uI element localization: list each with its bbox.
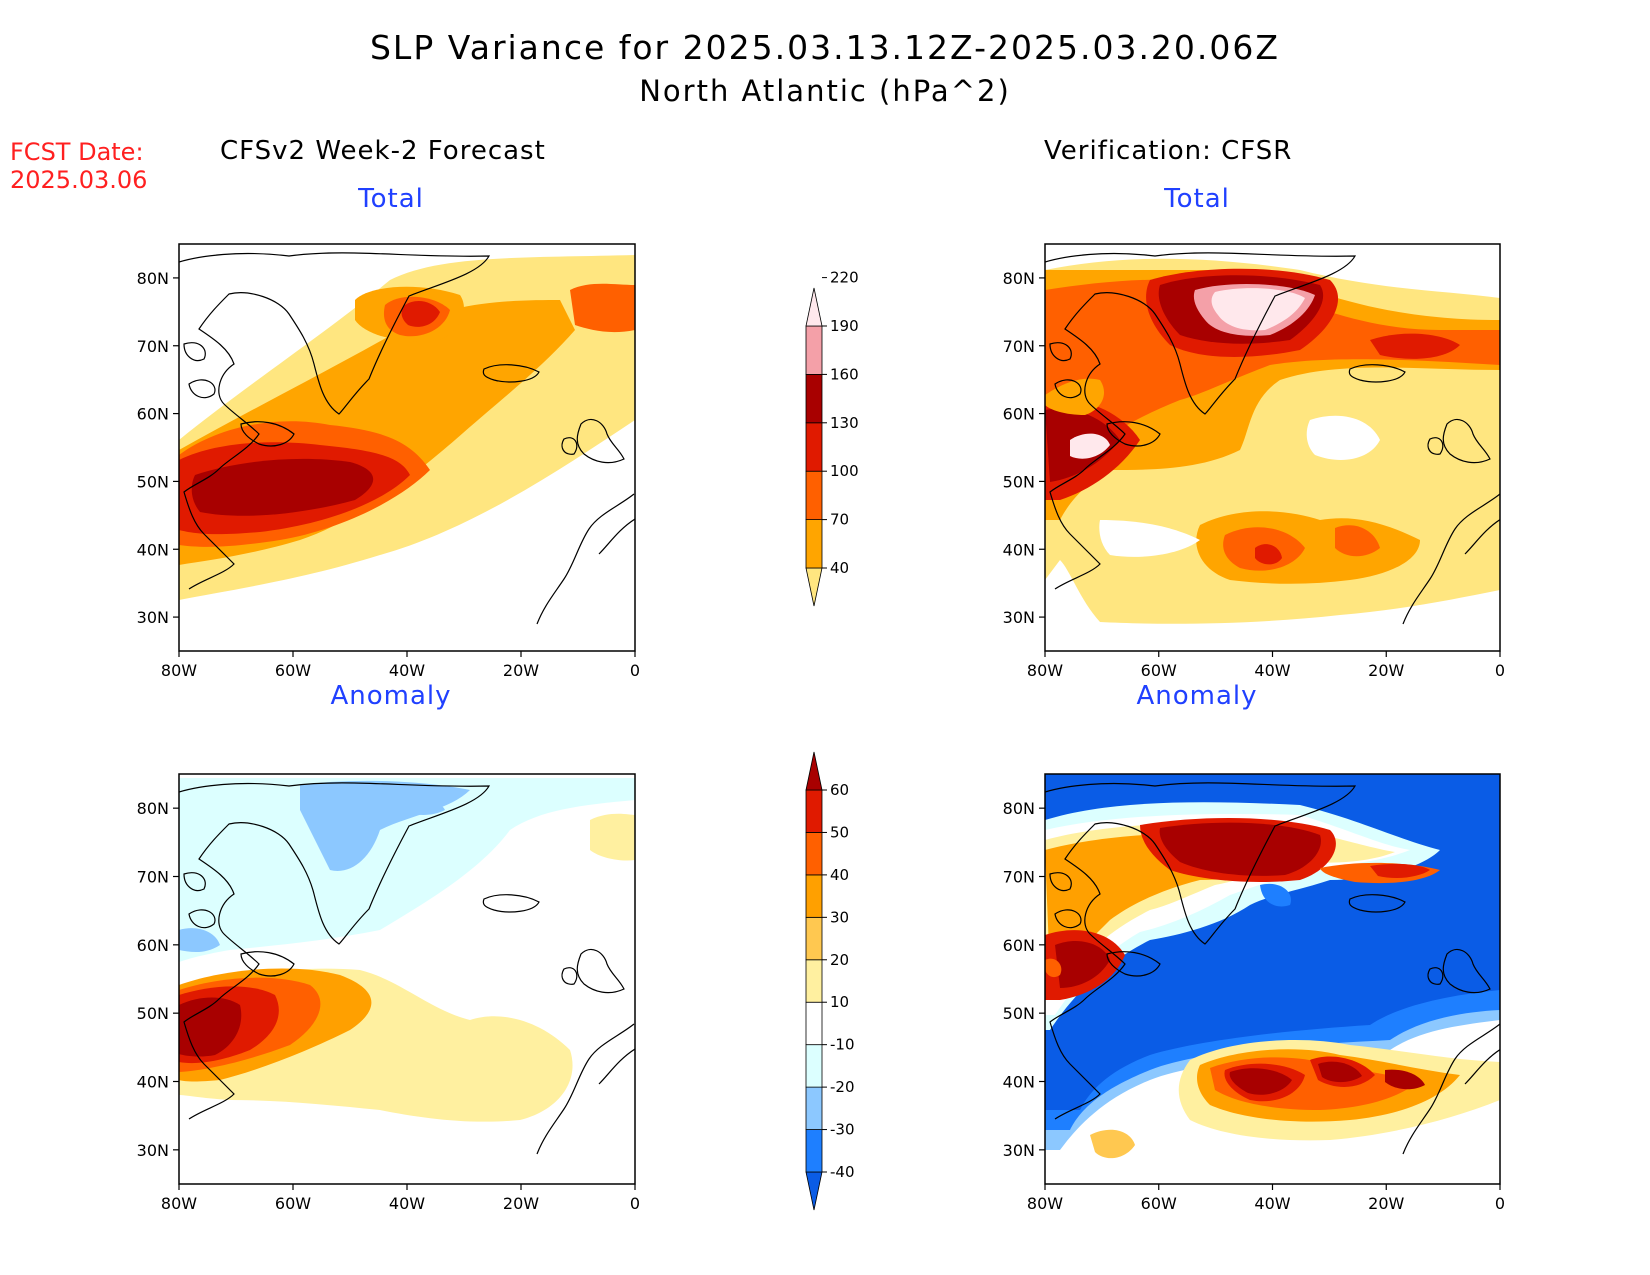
lon-tick-label: 0 (630, 1194, 640, 1213)
panel-title-forecast-anomaly: Anomaly (330, 681, 452, 711)
colorbar-anomaly: -40 -30 -20 -10 10 20 30 40 50 60 (805, 751, 855, 1211)
map-forecast-anomaly (179, 774, 635, 1184)
colorbar-label: -10 (830, 1036, 855, 1054)
lon-tick-label: 60W (1141, 1194, 1177, 1213)
map-verification-anomaly (1045, 774, 1500, 1184)
colorbar-segment (805, 470, 823, 521)
map-forecast-total (179, 244, 635, 651)
lat-tick-label: 80N (1003, 269, 1035, 288)
lat-tick-label: 60N (137, 936, 169, 955)
lat-tick-label: 60N (1003, 936, 1035, 955)
lat-tick-label: 30N (137, 1141, 169, 1160)
colorbar-label: 50 (830, 823, 849, 841)
lat-tick-label: 40N (137, 1073, 169, 1092)
panel-title-verification-total: Total (1164, 184, 1230, 214)
lat-tick-label: 60N (137, 405, 169, 424)
forecast-date-value: 2025.03.06 (10, 166, 148, 194)
colorbar-label: 40 (830, 559, 849, 577)
lon-tick-label: 0 (630, 661, 640, 680)
colorbar-label: -40 (830, 1163, 855, 1181)
colorbar-segment (805, 1086, 823, 1130)
lat-tick-label: 40N (137, 540, 169, 559)
lat-tick-label: 80N (1003, 799, 1035, 818)
lon-tick-label: 40W (389, 661, 425, 680)
colorbar-label: 70 (830, 511, 849, 529)
colorbar-label: 20 (830, 951, 849, 969)
colorbar-segment (805, 1129, 823, 1173)
lon-tick-label: 20W (503, 1194, 539, 1213)
lon-tick-label: 60W (275, 661, 311, 680)
lat-tick-label: 80N (137, 799, 169, 818)
main-title: SLP Variance for 2025.03.13.12Z-2025.03.… (369, 28, 1281, 67)
lat-tick-label: 70N (137, 868, 169, 887)
colorbar-cap-low (805, 567, 823, 607)
axes-layer: 80N 70N 60N 50N 40N 30N 80W 60W 40W 20W 0 80N 70N 60N… (137, 269, 1505, 1213)
colorbar-label: 190 (830, 317, 859, 335)
colorbar-label: 130 (830, 414, 859, 432)
colorbar-cap-high (805, 751, 823, 791)
lat-tick-label: 50N (1003, 472, 1035, 491)
lat-tick-label: 30N (1003, 608, 1035, 627)
lat-tick-label: 30N (137, 608, 169, 627)
colorbar-label: 100 (830, 462, 859, 480)
lat-tick-label: 50N (1003, 1004, 1035, 1023)
lat-tick-label: 70N (137, 337, 169, 356)
colorbar-cap-low (805, 1171, 823, 1211)
lon-tick-label: 20W (503, 661, 539, 680)
column-title-forecast: CFSv2 Week-2 Forecast (220, 136, 546, 166)
panel-title-verification-anomaly: Anomaly (1136, 681, 1258, 711)
column-title-verification: Verification: CFSR (1044, 136, 1293, 166)
lon-tick-label: 40W (1254, 1194, 1290, 1213)
colorbar-segment (805, 422, 823, 472)
colorbar-segment (805, 789, 823, 833)
colorbar-total: 40 70 100 130 160 190 220 (805, 269, 859, 607)
lon-tick-label: 40W (389, 1194, 425, 1213)
lon-tick-label: 80W (1027, 1194, 1063, 1213)
lat-tick-label: 70N (1003, 868, 1035, 887)
colorbar-segment (805, 916, 823, 961)
colorbar-label: 220 (830, 269, 859, 287)
lon-tick-label: 80W (161, 1194, 197, 1213)
colorbar-segment (805, 874, 823, 918)
colorbar-label: -30 (830, 1121, 855, 1139)
lat-tick-label: 40N (1003, 1073, 1035, 1092)
lon-tick-label: 80W (161, 661, 197, 680)
lat-tick-label: 70N (1003, 337, 1035, 356)
colorbar-segment (805, 832, 823, 876)
lat-tick-label: 80N (137, 269, 169, 288)
colorbar-label: 60 (830, 781, 849, 799)
lon-tick-label: 60W (1141, 661, 1177, 680)
lon-tick-label: 20W (1368, 661, 1404, 680)
lat-tick-label: 50N (137, 472, 169, 491)
main-subtitle: North Atlantic (hPa^2) (639, 74, 1011, 108)
colorbar-segment (805, 959, 823, 1003)
lat-tick-label: 50N (137, 1004, 169, 1023)
colorbar-cap-high (805, 287, 823, 327)
lat-tick-label: 60N (1003, 405, 1035, 424)
colorbar-label: 10 (830, 993, 849, 1011)
lon-tick-label: 0 (1495, 1194, 1505, 1213)
colorbar-segment (805, 519, 823, 569)
forecast-date-label: FCST Date: 2025.03.06 (10, 138, 147, 194)
colorbar-segment (805, 325, 823, 375)
colorbar-label: 160 (830, 365, 859, 383)
lat-tick-label: 30N (1003, 1141, 1035, 1160)
map-verification-total (1045, 244, 1500, 651)
colorbar-segment (805, 373, 823, 424)
colorbar-segment (805, 1044, 823, 1088)
lat-tick-label: 40N (1003, 540, 1035, 559)
lon-tick-label: 0 (1495, 661, 1505, 680)
forecast-date-caption: FCST Date: (10, 138, 144, 166)
lon-tick-label: 80W (1027, 661, 1063, 680)
lon-tick-label: 40W (1254, 661, 1290, 680)
panel-title-forecast-total: Total (358, 184, 424, 214)
colorbar-label: 30 (830, 908, 849, 926)
colorbar-segment (805, 1001, 823, 1046)
colorbar-label: -20 (830, 1078, 855, 1096)
colorbar-label: 40 (830, 866, 849, 884)
lon-tick-label: 20W (1368, 1194, 1404, 1213)
lon-tick-label: 60W (275, 1194, 311, 1213)
